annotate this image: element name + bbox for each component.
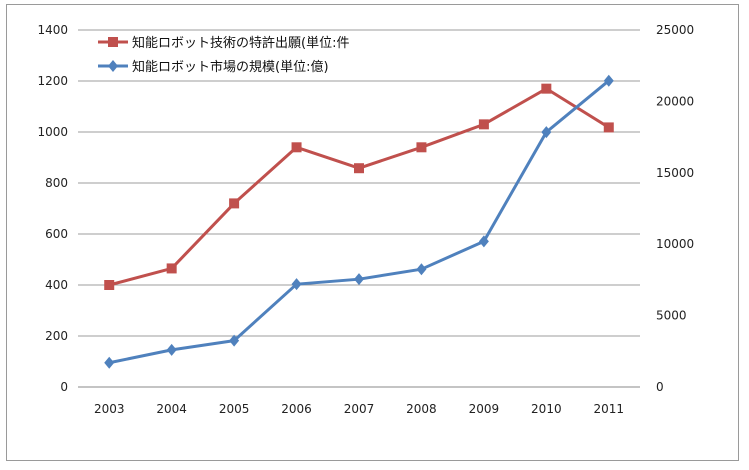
- data-point-patents: [603, 122, 614, 133]
- chart-frame: [6, 4, 739, 461]
- data-point-market: [603, 74, 614, 87]
- y-left-tick-label: 1400: [37, 23, 68, 37]
- data-point-market: [291, 278, 302, 291]
- data-point-market: [229, 334, 240, 347]
- x-tick-label: 2008: [406, 402, 437, 416]
- data-point-patents: [104, 280, 115, 290]
- data-point-patents: [541, 83, 552, 94]
- data-point-market: [104, 356, 115, 369]
- legend-marker-market: [108, 60, 118, 72]
- series-line-0: [108, 87, 610, 287]
- data-point-market: [541, 126, 552, 139]
- y-axis-right: 0 5000 10000 15000 20000 25000: [656, 23, 694, 394]
- data-point-patents: [291, 142, 302, 153]
- y-left-tick-label: 0: [60, 380, 68, 394]
- x-tick-label: 2005: [219, 402, 250, 416]
- legend: 知能ロボット技術の特許出願(単位:件 知能ロボット市場の規模(単位:億): [98, 35, 349, 75]
- y-left-tick-label: 600: [45, 227, 68, 241]
- x-axis: 2003 2004 2005 2006 2007 2008 2009 2010 2011: [94, 402, 624, 416]
- y-left-tick-label: 1200: [37, 74, 68, 88]
- series-layer: [104, 74, 614, 369]
- data-point-patents: [354, 163, 364, 174]
- data-point-patents: [478, 119, 489, 130]
- y-left-tick-label: 200: [45, 329, 68, 343]
- y-left-tick-label: 1000: [37, 125, 68, 139]
- y-axis-left: 0 200 400 600 800 1000 1200 1400: [37, 23, 68, 394]
- data-point-market: [354, 273, 364, 286]
- legend-item-market: 知能ロボット市場の規模(単位:億): [98, 59, 329, 75]
- y-right-tick-label: 0: [656, 380, 664, 394]
- series-line-1: [108, 79, 610, 365]
- data-point-market: [478, 235, 489, 248]
- y-right-tick-label: 10000: [656, 237, 694, 251]
- grid-lines: [78, 29, 640, 388]
- data-point-patents: [229, 198, 240, 209]
- x-tick-label: 2004: [156, 402, 187, 416]
- data-point-patents: [416, 142, 427, 153]
- legend-marker-patents: [108, 37, 118, 47]
- x-tick-label: 2009: [469, 402, 500, 416]
- data-point-market: [166, 343, 177, 356]
- legend-label-patents: 知能ロボット技術の特許出願(単位:件: [132, 35, 349, 51]
- legend-item-patents: 知能ロボット技術の特許出願(単位:件: [98, 35, 349, 51]
- y-right-tick-label: 5000: [656, 309, 687, 323]
- y-right-tick-label: 20000: [656, 94, 694, 108]
- x-tick-label: 2003: [94, 402, 125, 416]
- x-tick-label: 2007: [344, 402, 375, 416]
- y-left-tick-label: 400: [45, 278, 68, 292]
- x-tick-label: 2010: [531, 402, 562, 416]
- y-left-tick-label: 800: [45, 176, 68, 190]
- y-right-tick-label: 15000: [656, 166, 694, 180]
- data-point-patents: [166, 263, 177, 274]
- x-tick-label: 2006: [281, 402, 312, 416]
- legend-label-market: 知能ロボット市場の規模(単位:億): [132, 59, 329, 75]
- x-tick-label: 2011: [594, 402, 625, 416]
- y-right-tick-label: 25000: [656, 23, 694, 37]
- data-point-market: [416, 263, 427, 276]
